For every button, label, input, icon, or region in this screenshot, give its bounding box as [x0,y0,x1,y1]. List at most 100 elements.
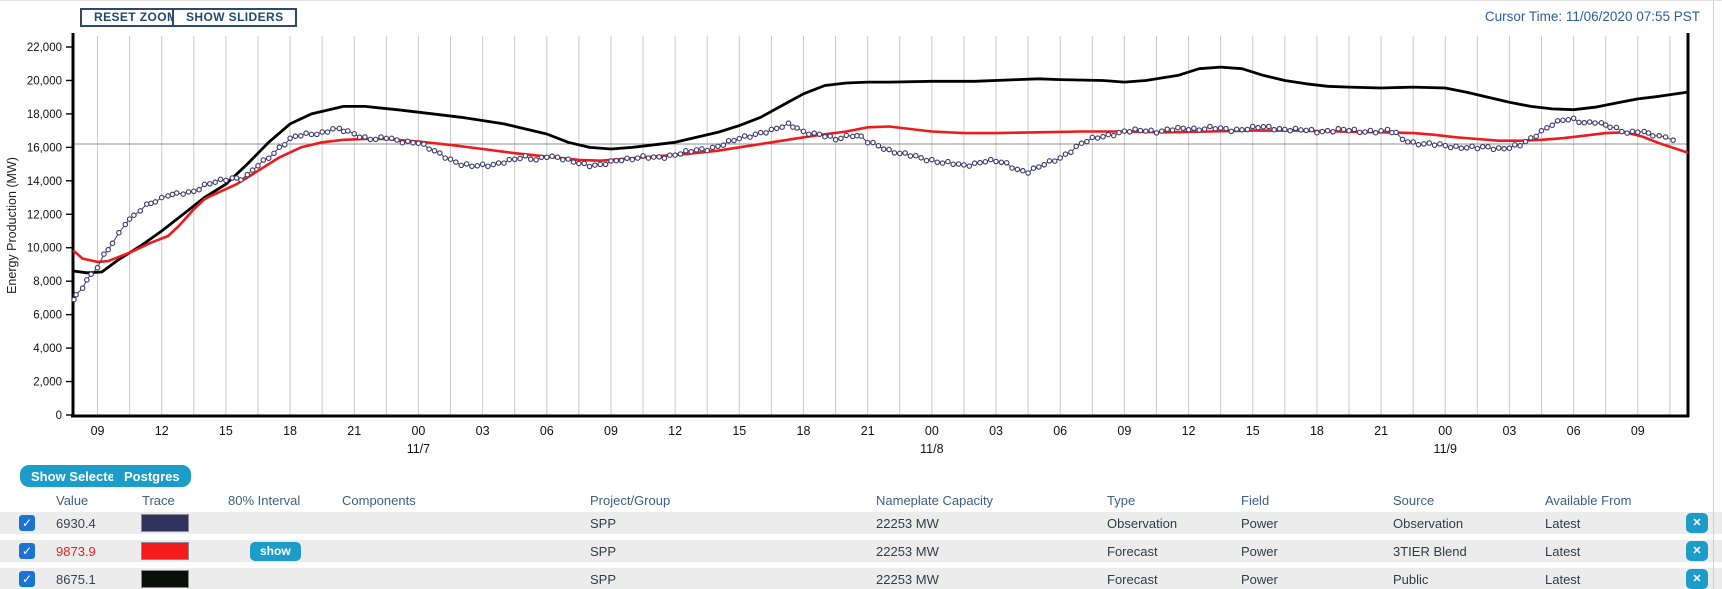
x-tick-label: 03 [1502,424,1516,438]
trace-swatch[interactable] [141,570,189,588]
observation-marker [1447,144,1454,151]
x-tick-label: 15 [1246,424,1260,438]
observation-marker [800,128,807,135]
cursor-time-label: Cursor Time: 11/06/2020 07:55 PST [1484,9,1700,24]
observation-marker [517,155,523,162]
observation-marker [223,177,229,184]
observation-marker [1009,165,1015,171]
observation-marker [88,271,94,277]
source-cell: Public [1393,571,1429,587]
row-checkbox[interactable]: ✓ [19,571,35,587]
observation-marker [1073,143,1079,150]
x-tick-label: 15 [219,424,233,438]
observation-marker [207,181,213,187]
observation-marker [1393,129,1399,136]
observation-marker [618,157,625,164]
observation-marker [1495,145,1502,151]
observation-marker [126,216,133,222]
trace-swatch[interactable] [141,514,189,532]
x-tick-label: 00 [411,424,425,438]
remove-trace-button[interactable]: ✕ [1686,541,1708,561]
observation-marker [79,285,86,291]
observation-marker [677,151,684,157]
observation-marker [1565,117,1572,123]
observation-marker [276,144,283,150]
remove-trace-button[interactable]: ✕ [1686,513,1708,533]
remove-trace-button[interactable]: ✕ [1686,569,1708,589]
observation-marker [1276,125,1283,132]
observation-marker [437,150,443,156]
observation-marker [196,186,202,193]
observation-marker [1592,120,1598,126]
trace-value: 8675.1 [56,571,96,587]
observation-marker [843,132,850,139]
observation-marker [345,128,351,134]
observation-marker [1260,123,1267,130]
observation-marker [501,160,507,166]
observation-marker [1372,129,1379,136]
column-header: Components [342,492,416,508]
observation-marker [260,157,267,163]
observation-marker [554,154,561,160]
observation-marker [180,191,186,197]
available-from-cell: Latest [1545,515,1581,531]
observation-marker [1506,145,1513,151]
source-cell: 3TIER Blend [1393,543,1467,559]
trace-value: 9873.9 [56,543,96,559]
x-tick-label: 09 [1631,424,1645,438]
observation-marker [453,159,459,165]
observation-marker [1576,119,1582,126]
observation-marker [790,124,796,130]
observation-marker [1084,138,1090,145]
observation-marker [319,129,325,135]
observation-marker [624,155,630,162]
trace-swatch[interactable] [141,542,189,560]
observation-marker [287,135,293,142]
observation-marker [709,144,716,151]
observation-marker [217,176,224,183]
row-checkbox[interactable]: ✓ [19,543,35,559]
observation-marker [747,134,753,140]
observation-marker [1598,120,1605,126]
observation-marker [565,156,571,162]
observation-marker [1517,142,1523,149]
show-sliders-button[interactable]: SHOW SLIDERS [172,8,298,27]
postgres-button[interactable]: Postgres [113,465,191,487]
observation-marker [549,153,555,159]
row-checkbox[interactable]: ✓ [19,515,35,531]
x-tick-label: 15 [732,424,746,438]
observation-marker [629,156,636,163]
observation-marker [490,161,497,168]
observation-marker [725,138,732,144]
observation-marker [131,212,137,218]
observation-marker [1057,155,1063,161]
observation-marker [1303,127,1309,134]
x-tick-label: 18 [797,424,811,438]
y-tick-label: 20,000 [27,75,62,87]
show-interval-button[interactable]: show [250,541,301,561]
nameplate-capacity-cell: 22253 MW [876,543,939,559]
observation-marker [1463,145,1470,151]
observation-marker [806,131,812,138]
observation-marker [1581,119,1588,126]
observation-marker [1228,128,1235,135]
column-header: Trace [142,492,175,508]
show-selected-button[interactable]: Show Selected [20,465,134,487]
observation-marker [1196,127,1202,133]
observation-marker [1384,126,1391,133]
observation-marker [1078,140,1085,146]
observation-marker [1308,126,1315,133]
observation-marker [971,160,978,166]
observation-marker [897,150,903,157]
observation-marker [233,175,240,181]
observation-marker [1159,128,1165,134]
observation-marker [495,160,502,166]
y-tick-label: 16,000 [27,142,62,154]
observation-marker [1324,127,1331,134]
source-cell: Observation [1393,515,1464,531]
observation-marker [1560,117,1566,124]
observation-marker [404,138,411,145]
energy-production-chart[interactable]: 0 2,000 4,000 6,000 8,000 10,000 12,000 14,000 1… [0,1,1722,461]
reset-zoom-button[interactable]: RESET ZOOM [80,8,192,27]
observation-marker [699,146,705,152]
